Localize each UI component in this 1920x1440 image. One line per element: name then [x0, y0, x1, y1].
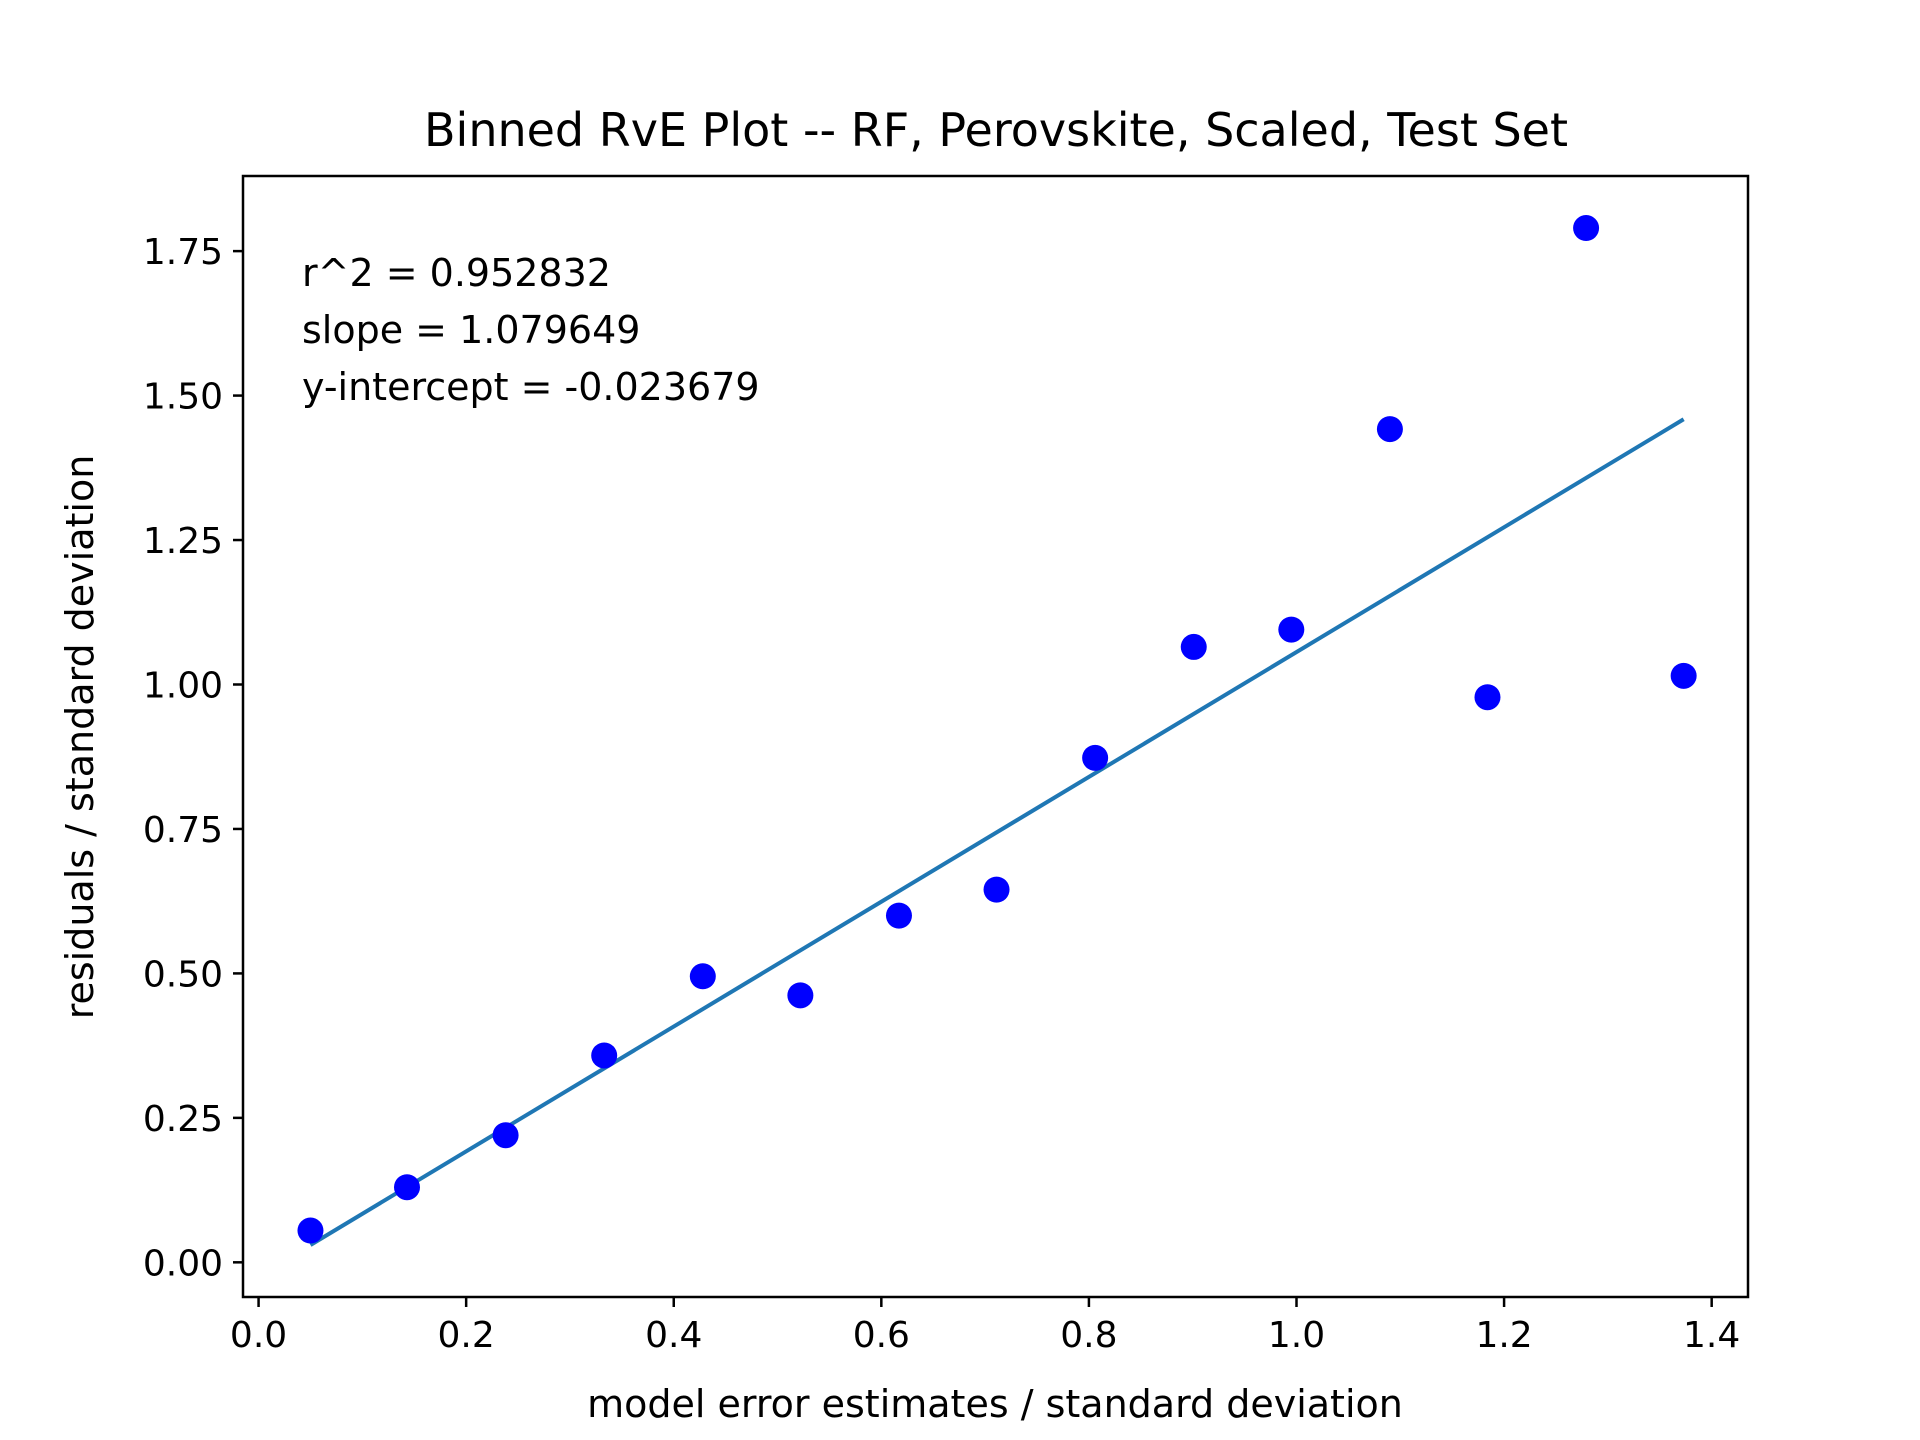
- y-tick-label: 0.00: [143, 1243, 223, 1284]
- x-tick-label: 1.4: [1683, 1315, 1740, 1356]
- data-point: [1474, 684, 1501, 711]
- x-axis-label: model error estimates / standard deviati…: [587, 1382, 1403, 1426]
- y-tick-label: 1.75: [143, 232, 223, 273]
- data-point: [1670, 662, 1697, 689]
- x-tick-label: 0.8: [1060, 1315, 1117, 1356]
- data-point: [885, 902, 912, 929]
- x-tick-label: 1.0: [1268, 1315, 1325, 1356]
- x-tick-label: 0.4: [645, 1315, 702, 1356]
- annotation-text: slope = 1.079649: [302, 308, 640, 352]
- plot-frame: [241, 174, 1750, 1299]
- y-tick-label: 0.25: [143, 1099, 223, 1140]
- data-point: [787, 982, 814, 1009]
- data-point: [689, 963, 716, 990]
- data-point: [492, 1122, 519, 1149]
- y-tick-label: 1.25: [143, 521, 223, 562]
- data-point: [297, 1217, 324, 1244]
- y-tick-label: 0.50: [143, 954, 223, 995]
- data-point: [1376, 416, 1403, 443]
- y-axis: 0.00 0.25 0.50 0.75 1.00 1.25 1.50 1.75: [143, 232, 243, 1284]
- annotation-box: r^2 = 0.952832 slope = 1.079649 y-intercep…: [302, 251, 760, 409]
- x-tick-label: 0.0: [230, 1315, 287, 1356]
- x-tick-label: 0.6: [853, 1315, 910, 1356]
- fit-line: [309, 417, 1685, 1247]
- y-tick-label: 0.75: [143, 810, 223, 851]
- x-tick-label: 0.2: [438, 1315, 495, 1356]
- annotation-text: y-intercept = -0.023679: [302, 365, 760, 409]
- y-axis-label: residuals / standard deviation: [58, 455, 102, 1020]
- data-point: [1180, 633, 1207, 660]
- x-axis: 0.0 0.2 0.4 0.6 0.8 1.0 1.2 1.4: [230, 1297, 1740, 1356]
- data-point: [393, 1174, 420, 1201]
- annotation-text: r^2 = 0.952832: [302, 251, 611, 295]
- y-tick-label: 1.50: [143, 377, 223, 418]
- data-point: [1278, 616, 1305, 643]
- data-point: [1082, 744, 1109, 771]
- y-tick-label: 1.00: [143, 665, 223, 706]
- data-point: [983, 876, 1010, 903]
- x-tick-label: 1.2: [1475, 1315, 1532, 1356]
- data-point: [591, 1042, 618, 1069]
- data-point: [1573, 215, 1600, 242]
- plot-area: [297, 215, 1697, 1247]
- chart-title: Binned RvE Plot -- RF, Perovskite, Scale…: [424, 103, 1568, 157]
